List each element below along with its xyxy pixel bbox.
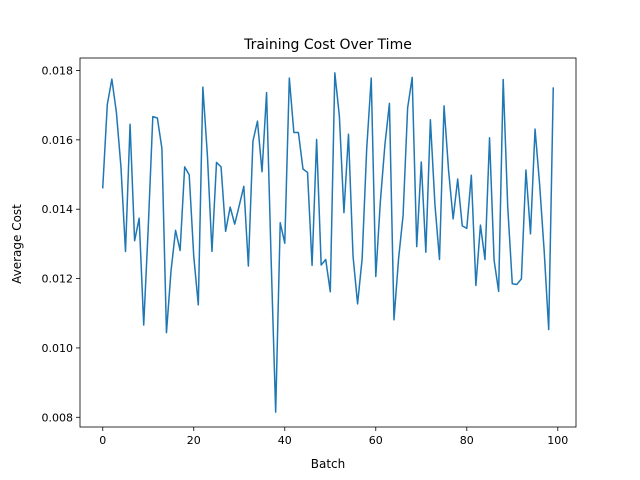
y-axis: 0.008 0.010 0.012 0.014 0.016 0.018 (42, 64, 80, 424)
x-tick-label: 60 (369, 434, 383, 447)
x-axis: 0 20 40 60 80 100 (99, 427, 568, 447)
y-tick-label: 0.014 (42, 203, 74, 216)
y-tick-label: 0.012 (42, 273, 74, 286)
chart-title: Training Cost Over Time (243, 37, 412, 53)
y-tick-label: 0.008 (42, 411, 74, 424)
series-line-0 (101, 72, 555, 413)
plot-area (101, 72, 555, 413)
y-tick-label: 0.018 (42, 64, 74, 77)
x-axis-label: Batch (311, 457, 346, 471)
y-tick-label: 0.010 (42, 342, 74, 355)
y-tick-label: 0.016 (42, 134, 74, 147)
y-axis-label: Average Cost (10, 204, 24, 284)
x-tick-label: 20 (187, 434, 201, 447)
x-tick-label: 100 (547, 434, 568, 447)
x-tick-label: 0 (99, 434, 106, 447)
x-tick-label: 80 (460, 434, 474, 447)
x-tick-label: 40 (278, 434, 292, 447)
axes-frame (79, 57, 577, 428)
